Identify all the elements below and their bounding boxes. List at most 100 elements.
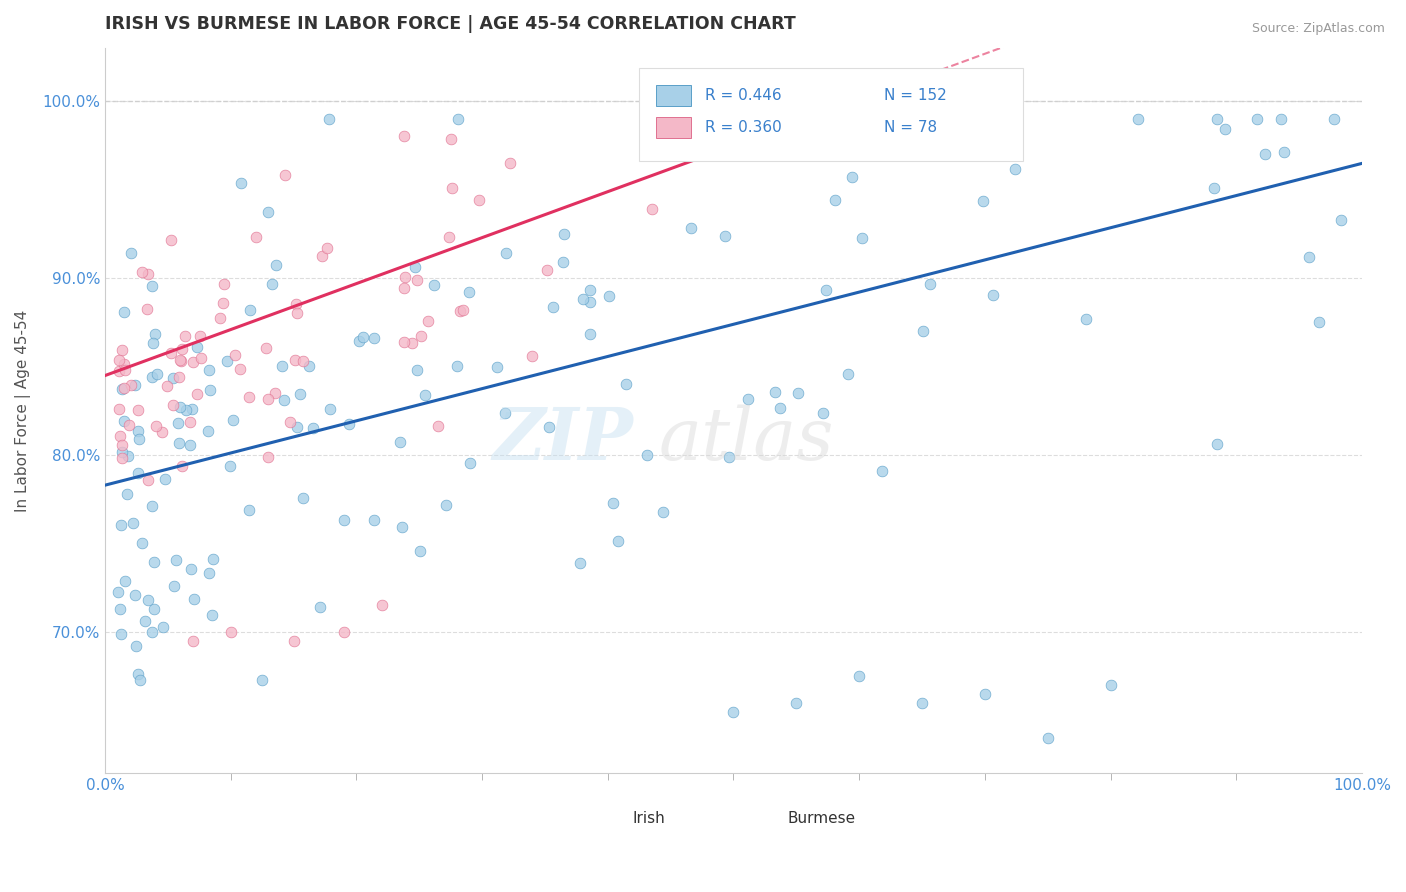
Point	[688, 112, 710, 127]
Point	[111, 343, 134, 358]
Point	[485, 359, 508, 374]
Point	[112, 414, 135, 428]
Point	[198, 566, 221, 580]
Text: R = 0.360: R = 0.360	[704, 120, 782, 135]
Point	[553, 227, 575, 241]
Point	[120, 378, 142, 392]
Point	[568, 556, 591, 570]
Point	[606, 534, 628, 549]
Point	[174, 329, 197, 343]
Point	[315, 241, 337, 255]
Point	[413, 388, 436, 402]
Point	[172, 458, 194, 473]
Point	[250, 673, 273, 687]
Point	[988, 112, 1011, 127]
Point	[256, 205, 278, 219]
Point	[457, 285, 479, 299]
Point	[769, 401, 792, 416]
Point	[333, 513, 356, 527]
Point	[1126, 112, 1149, 127]
Point	[254, 341, 277, 355]
Point	[1074, 311, 1097, 326]
Point	[578, 327, 600, 342]
Point	[308, 599, 330, 614]
Point	[127, 424, 149, 438]
Point	[318, 112, 340, 127]
Point	[290, 387, 312, 401]
Point	[124, 377, 146, 392]
FancyBboxPatch shape	[655, 118, 690, 137]
Text: N = 152: N = 152	[884, 88, 948, 103]
Point	[134, 615, 156, 629]
Point	[179, 415, 201, 429]
Point	[120, 245, 142, 260]
Point	[172, 342, 194, 356]
FancyBboxPatch shape	[655, 86, 690, 106]
Point	[278, 415, 301, 429]
Point	[284, 297, 307, 311]
Point	[352, 329, 374, 343]
Point	[186, 387, 208, 401]
Point	[165, 553, 187, 567]
Point	[212, 277, 235, 291]
Point	[406, 273, 429, 287]
Point	[114, 574, 136, 588]
Point	[446, 359, 468, 373]
Point	[394, 270, 416, 285]
Point	[1206, 112, 1229, 127]
Point	[441, 180, 464, 194]
Point	[167, 435, 190, 450]
Text: Source: ZipAtlas.com: Source: ZipAtlas.com	[1251, 22, 1385, 36]
Point	[127, 666, 149, 681]
Text: IRISH VS BURMESE IN LABOR FORCE | AGE 45-54 CORRELATION CHART: IRISH VS BURMESE IN LABOR FORCE | AGE 45…	[105, 15, 796, 33]
Point	[426, 419, 449, 434]
Point	[785, 696, 807, 710]
Point	[458, 456, 481, 470]
Point	[918, 277, 941, 292]
Point	[388, 435, 411, 450]
Point	[111, 382, 134, 396]
Point	[392, 281, 415, 295]
Point	[141, 625, 163, 640]
Point	[851, 231, 873, 245]
Point	[870, 464, 893, 478]
Point	[392, 128, 415, 143]
Point	[298, 359, 321, 374]
Point	[536, 262, 558, 277]
Point	[121, 516, 143, 530]
Point	[127, 466, 149, 480]
Point	[136, 267, 159, 281]
Point	[138, 474, 160, 488]
Point	[811, 406, 834, 420]
Point	[723, 705, 745, 719]
Point	[201, 551, 224, 566]
Point	[274, 168, 297, 182]
Point	[112, 357, 135, 371]
Point	[245, 230, 267, 244]
Point	[222, 413, 245, 427]
Point	[641, 202, 664, 216]
Point	[143, 602, 166, 616]
Point	[190, 351, 212, 365]
Point	[197, 424, 219, 438]
Point	[494, 406, 516, 420]
Point	[152, 620, 174, 634]
Point	[174, 403, 197, 417]
Point	[273, 392, 295, 407]
Point	[1323, 112, 1346, 127]
Point	[136, 592, 159, 607]
Point	[333, 624, 356, 639]
Point	[218, 459, 240, 474]
Point	[141, 370, 163, 384]
Point	[311, 249, 333, 263]
Point	[153, 472, 176, 486]
Point	[143, 326, 166, 341]
Point	[131, 265, 153, 279]
Point	[264, 385, 287, 400]
Text: R = 0.446: R = 0.446	[704, 88, 782, 103]
Point	[145, 419, 167, 434]
Point	[651, 505, 673, 519]
Point	[911, 696, 934, 710]
Point	[815, 283, 838, 297]
Point	[363, 331, 385, 345]
